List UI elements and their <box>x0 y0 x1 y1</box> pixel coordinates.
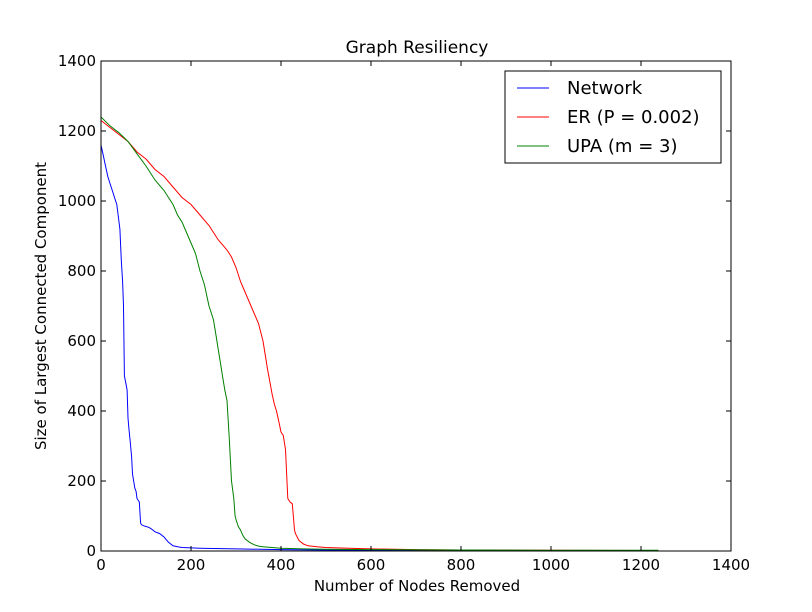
y-tick-label: 1000 <box>58 192 96 210</box>
x-tick-label: 800 <box>447 556 476 574</box>
x-tick-label: 1400 <box>712 556 750 574</box>
series-line-1 <box>100 120 659 552</box>
legend-label-2: UPA (m = 3) <box>567 136 677 157</box>
axes-ticks: 0 200 400 600 800 1000 1200 1400 0 200 400 600 800 10… <box>58 52 750 574</box>
x-tick-label: 400 <box>267 556 296 574</box>
y-tick-label: 1400 <box>58 52 96 70</box>
y-tick-label: 800 <box>67 262 96 280</box>
legend-label-0: Network <box>567 78 643 99</box>
x-tick-label: 0 <box>96 556 106 574</box>
x-axis-label: Number of Nodes Removed <box>314 577 520 595</box>
plot-frame <box>100 60 732 552</box>
chart-title: Graph Resiliency <box>346 38 489 58</box>
y-tick-label: 400 <box>67 402 96 420</box>
y-axis-label: Size of Largest Connected Component <box>32 162 50 450</box>
legend: Network ER (P = 0.002) UPA (m = 3) <box>504 70 722 164</box>
y-tick-label: 1200 <box>58 122 96 140</box>
x-tick-label: 200 <box>177 556 206 574</box>
plot-area <box>100 116 659 552</box>
legend-label-1: ER (P = 0.002) <box>567 107 700 128</box>
x-tick-label: 1200 <box>622 556 660 574</box>
series-line-2 <box>100 116 659 551</box>
series-line-0 <box>100 144 659 552</box>
x-tick-label: 1000 <box>532 556 570 574</box>
y-tick-label: 600 <box>67 332 96 350</box>
y-tick-label: 200 <box>67 472 96 490</box>
y-tick-label: 0 <box>86 542 96 560</box>
x-tick-label: 600 <box>357 556 386 574</box>
